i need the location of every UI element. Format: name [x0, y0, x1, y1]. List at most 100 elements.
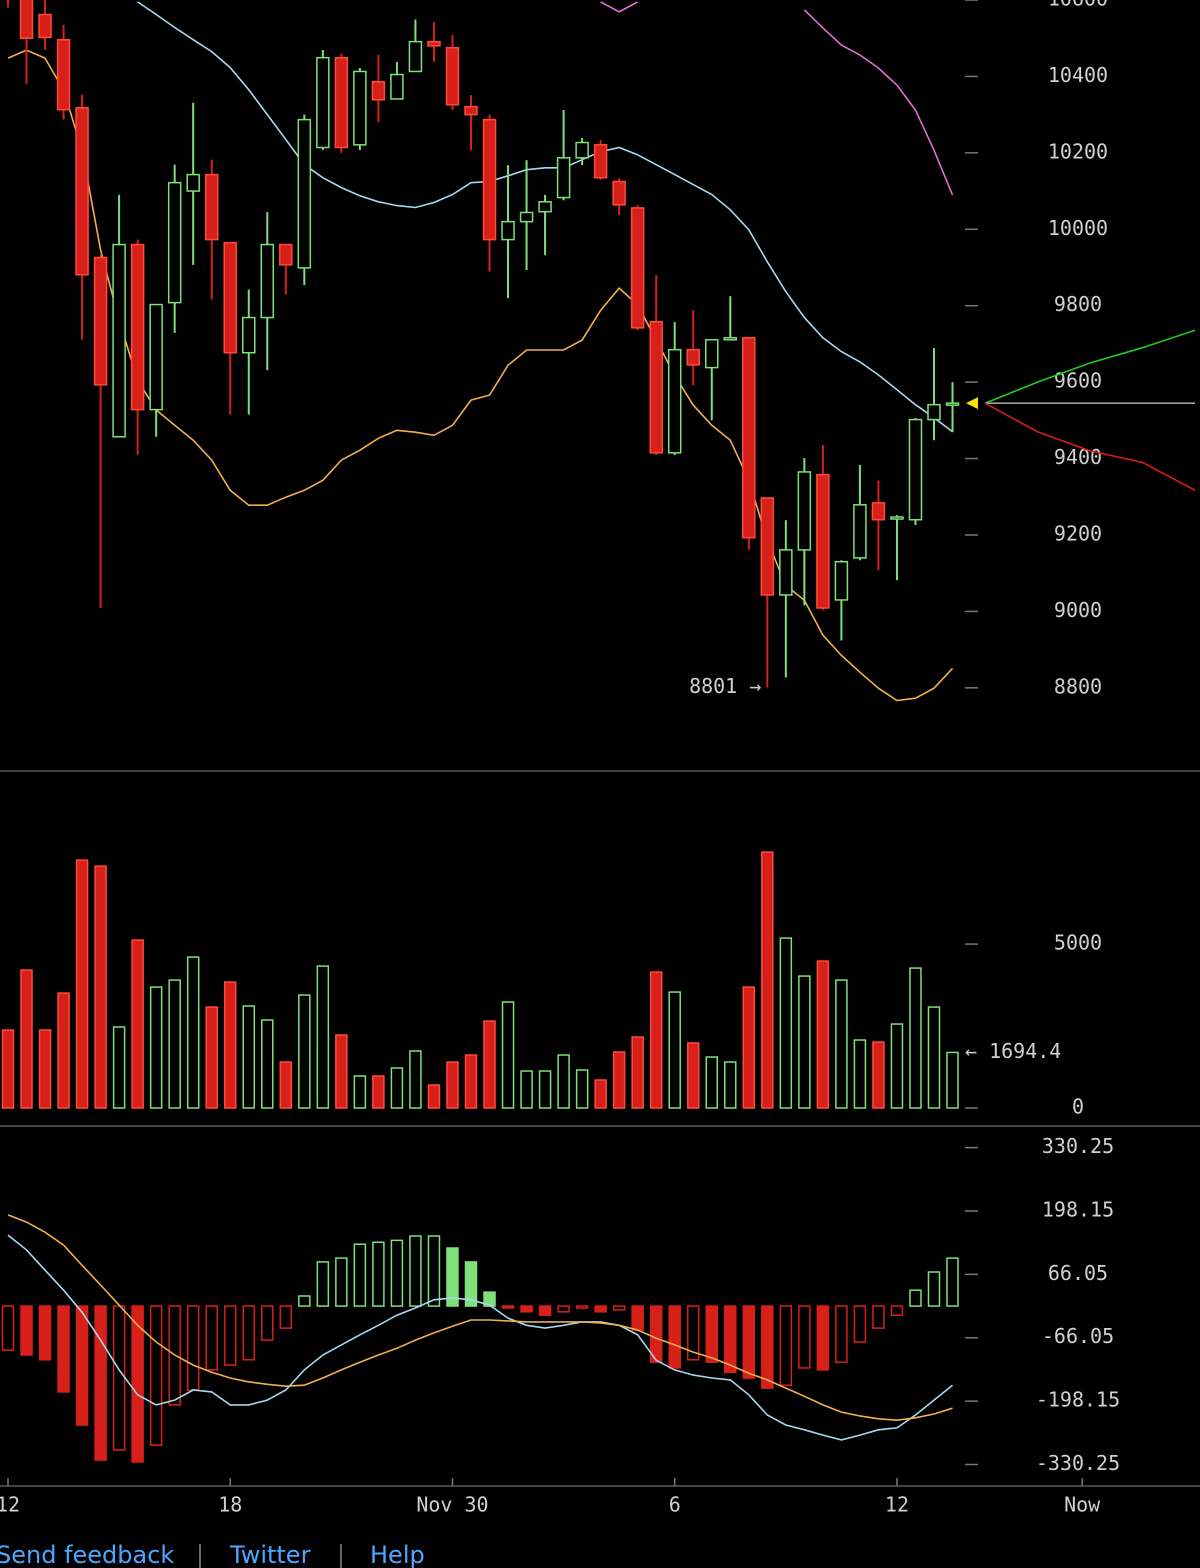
macd-bar: [149, 1305, 163, 1446]
candle-body: [482, 118, 497, 241]
candle-body: [519, 211, 534, 223]
y-tick-label: 66.05: [1048, 1261, 1108, 1285]
candle-body: [760, 497, 775, 596]
y-tick-label: 0: [1072, 1095, 1084, 1119]
macd-bar: [631, 1305, 644, 1331]
band-line: [7, 49, 954, 702]
macd-bar: [686, 1305, 700, 1361]
macd-bar: [57, 1305, 70, 1393]
candle-body: [130, 243, 145, 411]
macd-bar: [279, 1305, 293, 1329]
volume-bar: [631, 1036, 644, 1109]
y-tick-label: 9000: [1054, 598, 1102, 622]
volume-bar: [464, 1054, 478, 1109]
y-tick-label: 9200: [1054, 521, 1102, 545]
x-tick-label: Nov 30: [416, 1493, 488, 1517]
macd-bar: [446, 1247, 459, 1307]
macd-bar: [779, 1305, 793, 1386]
annotation: ← 1694.4: [965, 1039, 1061, 1063]
x-tick-label: 18: [218, 1493, 242, 1517]
volume-bar: [890, 1023, 904, 1109]
volume-bar: [1, 1029, 15, 1109]
y-tick-label: 330.25: [1042, 1134, 1114, 1158]
candle-body: [667, 348, 682, 454]
y-tick-label: 10400: [1048, 63, 1108, 87]
macd-bar: [298, 1295, 311, 1307]
macd-bar: [538, 1305, 552, 1316]
panels: 8800 9000 9200 9400 9600 9800 10000 10200 10400 1…: [0, 0, 1196, 1517]
volume-bar: [816, 960, 830, 1109]
volume-bar: [57, 992, 70, 1109]
candle-body: [890, 516, 904, 520]
macd-bar: [316, 1261, 330, 1307]
volume-bar: [409, 1050, 422, 1109]
footer-link[interactable]: Send feedback: [0, 1541, 174, 1568]
candle-body: [19, 0, 34, 39]
volume-bar: [75, 859, 89, 1109]
candle-body: [223, 241, 237, 354]
macd-bar: [223, 1305, 237, 1366]
candle-body: [871, 502, 886, 521]
macd-bar: [242, 1305, 256, 1361]
footer-link[interactable]: Help: [370, 1541, 425, 1568]
candle-body: [649, 321, 663, 454]
macd-bar: [261, 1305, 274, 1341]
candle-body: [723, 337, 738, 341]
candle-body: [408, 40, 423, 73]
volume-bar: [779, 937, 793, 1109]
candle-body: [204, 173, 219, 241]
volume-bar: [927, 1006, 941, 1109]
candle-body: [390, 73, 404, 100]
volume-bar: [686, 1042, 700, 1109]
volume-bar: [612, 1051, 626, 1109]
macd-bar: [927, 1271, 941, 1307]
macd-bar: [909, 1289, 922, 1307]
volume-bar: [501, 1001, 515, 1109]
candle-body: [556, 157, 571, 199]
candle-body: [353, 70, 367, 146]
volume-bar: [872, 1041, 885, 1109]
volume-bar: [835, 979, 848, 1109]
candle-body: [316, 56, 330, 149]
volume-bar: [242, 1005, 256, 1109]
volume-bar: [131, 939, 144, 1109]
volume-bar: [483, 1020, 496, 1109]
macd-bar: [853, 1305, 867, 1343]
x-tick-label: 12: [885, 1493, 909, 1517]
candle-body: [260, 243, 275, 319]
volume-bar: [186, 956, 200, 1109]
volume-bar: [353, 1075, 367, 1109]
x-tick-label: 12: [0, 1493, 20, 1517]
macd-bar: [557, 1305, 570, 1313]
volume-bar: [205, 1006, 218, 1109]
candle-body: [612, 180, 626, 206]
macd-bar: [946, 1257, 959, 1307]
y-tick-label: 10600: [1048, 0, 1108, 11]
footer-link[interactable]: Twitter: [229, 1541, 311, 1568]
volume-bar: [649, 971, 663, 1109]
candle-body: [56, 38, 71, 111]
macd-bar: [186, 1305, 200, 1391]
volume-bar: [742, 986, 756, 1109]
candle-body: [93, 256, 108, 386]
volume-bar: [372, 1075, 385, 1109]
candle-body: [464, 105, 478, 116]
y-tick-label: 9400: [1054, 445, 1102, 469]
candle-body: [75, 107, 89, 276]
candle-body: [445, 47, 460, 106]
volume-bar: [335, 1034, 348, 1109]
last-price-marker: [966, 397, 978, 410]
candle-body: [945, 402, 960, 406]
candle-body: [630, 207, 645, 329]
macd-bar: [390, 1239, 404, 1307]
volume-bar: [538, 1070, 552, 1109]
candle-body: [149, 303, 163, 411]
macd-bar: [612, 1305, 626, 1311]
volume-bar: [112, 1026, 126, 1109]
x-tick-label: Now: [1064, 1493, 1101, 1517]
macd-bar: [761, 1305, 774, 1389]
y-tick-label: 10000: [1048, 216, 1108, 240]
volume-bar: [594, 1079, 607, 1109]
candle-body: [186, 173, 200, 192]
